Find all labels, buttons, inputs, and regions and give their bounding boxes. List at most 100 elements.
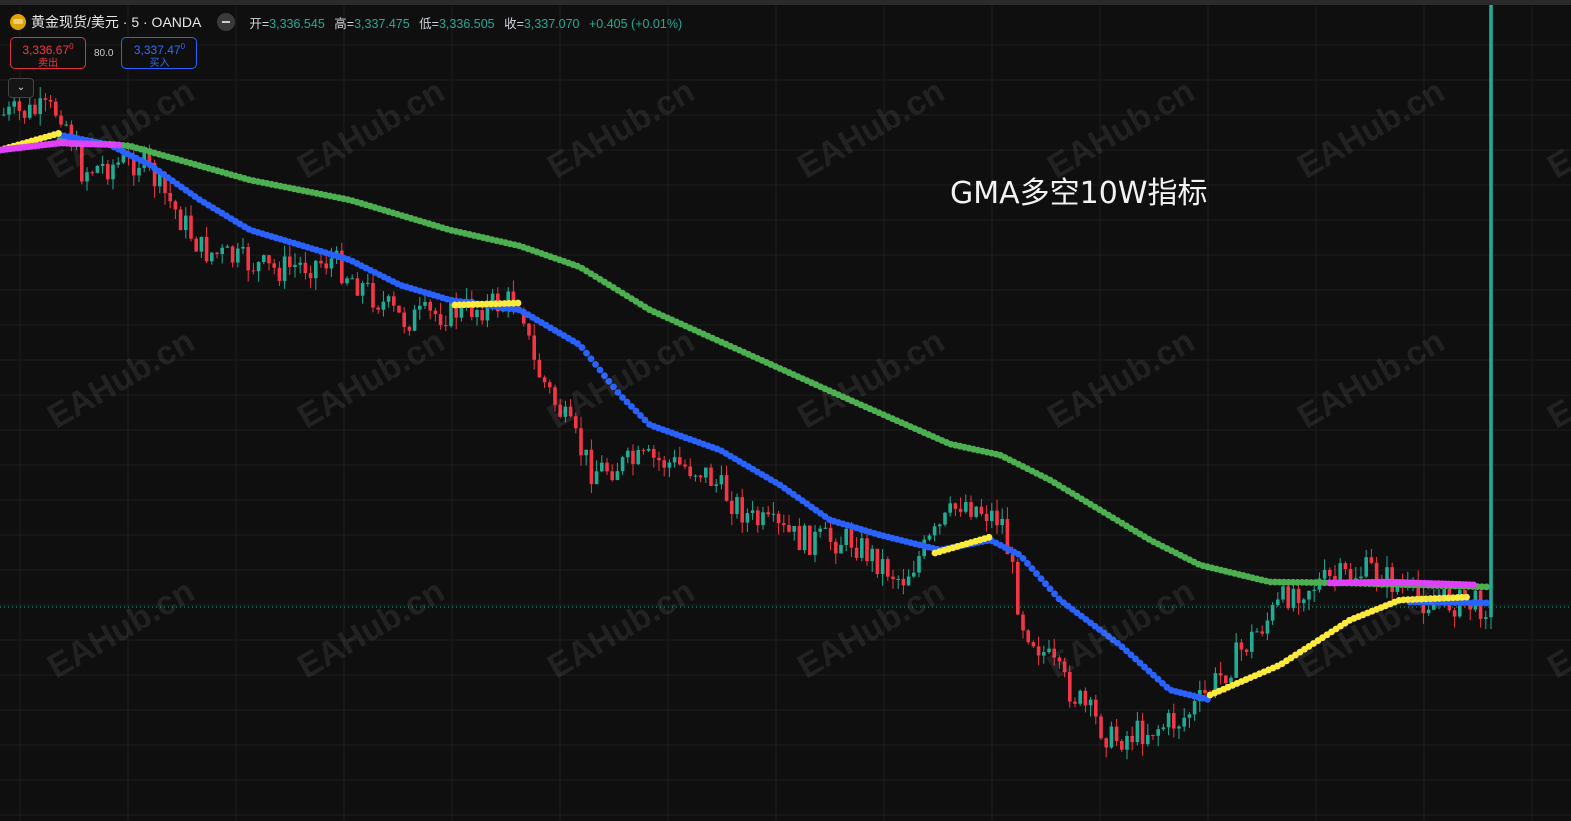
candle-body [1338,563,1342,580]
gold-symbol-icon [10,14,26,30]
candle-body [610,471,614,481]
candle-body [1177,726,1181,729]
symbol-title[interactable]: 黄金现货/美元 · 5 · OANDA [31,14,202,30]
candle-body [740,497,744,523]
candle-body [475,310,479,318]
ma-mid-down-dot [614,389,622,396]
candle-body [1016,561,1020,615]
candle-body [1135,720,1140,743]
ma-mid-down-dot [578,344,586,351]
candle-body [178,209,183,231]
ma-mid-down-dot [1127,651,1135,659]
ma-mid-up-dot [985,533,993,541]
candle-body [1489,5,1493,618]
ma-mid-down-dot [1114,639,1121,647]
candle-body [1296,588,1301,603]
ma-mid-down-dot [596,366,604,374]
ohlc-values: 开=3,336.545 高=3,337.475 低=3,336.505 收=3,… [249,13,688,32]
candle-body [204,236,209,262]
candle-body [345,278,349,284]
ma-mid-down-dot [632,407,640,415]
candle-body [355,278,360,296]
candle-body [522,311,526,324]
candle-body [563,406,568,417]
candle-body [860,538,864,558]
candle-body [1473,590,1478,610]
collapse-button[interactable]: ⌄ [8,78,34,98]
candle-body [1057,657,1062,662]
candle-body [142,149,146,168]
candle-body [1062,661,1067,672]
price-chart[interactable] [0,5,1571,821]
candle-body [1255,631,1259,633]
candle-body [132,155,136,176]
ma-mid-down-dot [601,372,608,380]
buy-price-sup: 0 [180,42,186,51]
candle-body [698,475,703,478]
candle-body [802,525,807,551]
candle-body [262,255,266,263]
candle-body [641,449,646,451]
candle-body [776,513,781,524]
sell-button[interactable]: 3,336.670 卖出 [10,37,86,69]
candle-body [542,377,547,383]
candle-body [48,99,53,102]
candle-body [1281,586,1285,600]
candle-body [537,359,542,378]
candle-body [1021,614,1025,631]
candle-body [43,98,48,100]
candle-body [485,300,490,321]
candle-body [849,528,854,548]
candle-body [1099,716,1103,739]
ma-mid-down-dot [1051,590,1058,598]
candle-body [1109,726,1114,748]
candle-body [1218,673,1223,676]
candle-body [1005,518,1010,555]
candle-body [1114,726,1119,742]
ma-mid-down-dot [1024,560,1031,567]
candle-body [844,528,848,545]
candle-body [1026,630,1030,643]
candle-body [1270,605,1275,621]
candle-body [719,475,724,485]
candle-body [230,246,235,263]
candle-body [1073,701,1077,704]
candle-body [558,404,562,417]
ma-mid-down-dot [1154,675,1162,683]
candle-body [1083,690,1088,706]
hide-legend-icon[interactable] [217,13,236,31]
candle-body [1239,642,1244,650]
candle-body [1244,649,1249,652]
candle-body [938,524,942,527]
candle-body [678,457,682,465]
candle-body [412,309,417,331]
candle-body [152,162,157,187]
candle-body [969,502,973,517]
candle-body [303,262,308,274]
candle-body [958,508,963,512]
candle-body [1343,563,1348,570]
ma-mid-down-dot [1118,643,1126,651]
candle-body [766,512,770,515]
candle-body [2,114,6,116]
candle-body [823,527,828,529]
candle-body [1146,735,1150,745]
candle-body [392,296,396,306]
candle-body [267,255,271,264]
candle-body [1156,729,1160,736]
candle-body [64,124,68,126]
candle-body [553,387,557,405]
candle-body [324,263,328,269]
candle-body [1369,557,1374,563]
high-value: 3,337.475 [354,16,410,31]
indicator-annotation: GMA多空10W指标 [950,176,1208,211]
candle-body [282,256,287,281]
candle-body [163,172,167,194]
candle-body [1260,631,1264,634]
candle-body [854,547,859,558]
candle-body [631,450,635,465]
ma-mid-down-dot [619,394,626,401]
buy-button[interactable]: 3,337.470 买入 [121,37,198,69]
candle-body [761,512,765,526]
change-value: +0.405 (+0.01%) [588,16,683,31]
